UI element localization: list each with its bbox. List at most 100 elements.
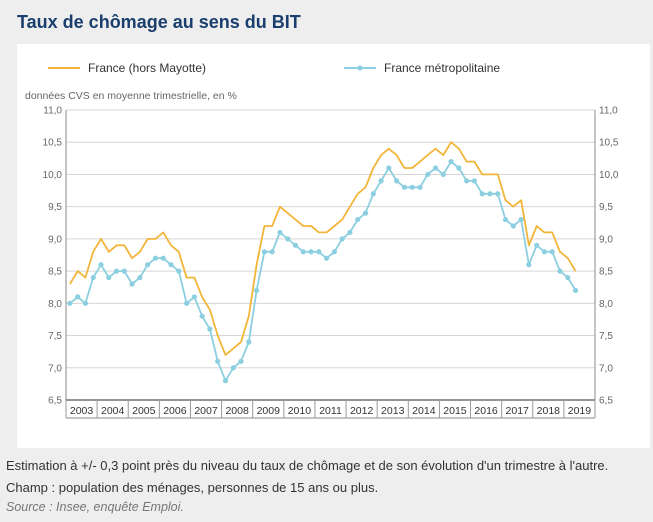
x-tick-label: 2016: [474, 405, 498, 417]
data-point: [549, 249, 555, 255]
data-point: [137, 274, 143, 281]
data-point: [207, 326, 213, 332]
y-tick-label-left: 8,0: [48, 299, 62, 310]
data-point: [308, 249, 314, 255]
y-tick-label-right: 10,0: [599, 170, 619, 181]
data-point: [277, 229, 283, 236]
x-tick-label: 2013: [381, 405, 405, 417]
data-point: [67, 300, 73, 306]
data-point: [448, 158, 454, 165]
y-tick-label-left: 10,0: [43, 170, 63, 181]
data-point: [386, 165, 392, 171]
data-point: [90, 274, 96, 281]
y-tick-label-left: 10,5: [43, 138, 63, 149]
data-point: [222, 378, 229, 384]
y-tick-label-left: 9,5: [48, 202, 62, 213]
data-point: [215, 358, 221, 364]
y-tick-label-left: 7,5: [48, 331, 62, 342]
data-point: [565, 274, 571, 281]
data-point: [160, 255, 166, 261]
data-point: [471, 178, 478, 184]
data-point: [347, 229, 353, 236]
data-point: [176, 268, 182, 274]
data-point: [145, 262, 151, 268]
legend-marker-france-metropolitaine: [357, 65, 363, 71]
data-point: [168, 262, 174, 268]
data-point: [432, 165, 439, 171]
data-point: [152, 255, 159, 261]
data-point: [502, 216, 509, 223]
data-point: [487, 191, 493, 197]
y-tick-label-left: 7,0: [48, 363, 62, 374]
data-point: [191, 294, 197, 300]
data-point: [183, 300, 190, 306]
y-tick-label-right: 7,5: [599, 331, 613, 342]
x-tick-label: 2018: [537, 405, 561, 417]
data-point: [324, 255, 330, 261]
data-point: [98, 262, 104, 268]
data-point: [269, 249, 275, 255]
x-tick-label: 2010: [288, 405, 312, 417]
data-point: [495, 191, 501, 197]
x-tick-label: 2006: [163, 405, 187, 417]
y-tick-label-left: 11,0: [43, 106, 62, 117]
data-point: [316, 249, 322, 255]
x-tick-label: 2008: [225, 405, 249, 417]
data-point: [362, 210, 369, 216]
source-note: Source : Insee, enquête Emploi.: [6, 500, 184, 514]
data-point: [300, 249, 306, 255]
data-point: [440, 171, 446, 178]
y-tick-label-right: 7,0: [599, 363, 613, 374]
x-tick-label: 2004: [101, 405, 125, 417]
data-point: [378, 178, 384, 184]
legend-label-france-metropolitaine: France métropolitaine: [384, 61, 500, 75]
x-tick-label: 2005: [132, 405, 156, 417]
data-point: [534, 242, 540, 248]
data-point: [417, 184, 423, 190]
data-point: [339, 236, 345, 242]
data-point: [464, 178, 470, 184]
y-tick-label-right: 9,5: [599, 202, 613, 213]
y-tick-label-right: 6,5: [599, 396, 613, 407]
x-tick-label: 2015: [443, 405, 467, 417]
data-point: [199, 313, 205, 319]
data-point: [401, 184, 408, 190]
x-tick-label: 2009: [257, 405, 281, 417]
y-tick-label-right: 8,5: [599, 267, 613, 278]
data-point: [370, 191, 376, 197]
data-point: [557, 268, 563, 274]
x-tick-label: 2019: [568, 405, 592, 417]
estimation-note: Estimation à +/- 0,3 point près du nivea…: [6, 458, 609, 473]
data-point: [518, 216, 524, 223]
data-point: [129, 281, 135, 287]
data-point: [425, 171, 431, 178]
y-tick-label-right: 11,0: [599, 106, 618, 117]
x-tick-label: 2011: [319, 405, 342, 417]
x-tick-label: 2012: [350, 405, 374, 417]
y-tick-label-right: 10,5: [599, 138, 619, 149]
y-tick-label-left: 9,0: [48, 234, 62, 245]
series-line-france-hors-mayotte: [69, 141, 577, 356]
data-point: [230, 365, 236, 371]
legend-label-france-hors-mayotte: France (hors Mayotte): [88, 61, 206, 75]
data-point: [75, 294, 81, 300]
data-point: [106, 274, 112, 281]
data-point: [121, 268, 127, 274]
data-point: [355, 216, 361, 223]
data-point: [456, 165, 462, 171]
data-point: [541, 249, 548, 255]
y-tick-label-right: 8,0: [599, 299, 613, 310]
x-tick-label: 2003: [70, 405, 94, 417]
y-tick-label-left: 6,5: [48, 396, 62, 407]
data-point: [292, 242, 299, 248]
data-point: [82, 300, 89, 306]
y-tick-label-right: 9,0: [599, 234, 613, 245]
y-tick-label-left: 8,5: [48, 267, 62, 278]
x-tick-label: 2007: [194, 405, 218, 417]
data-point: [479, 191, 485, 197]
data-point: [526, 262, 532, 268]
data-point: [409, 184, 415, 190]
scope-note: Champ : population des ménages, personne…: [6, 480, 379, 495]
data-point: [510, 223, 516, 229]
data-point: [394, 178, 400, 184]
